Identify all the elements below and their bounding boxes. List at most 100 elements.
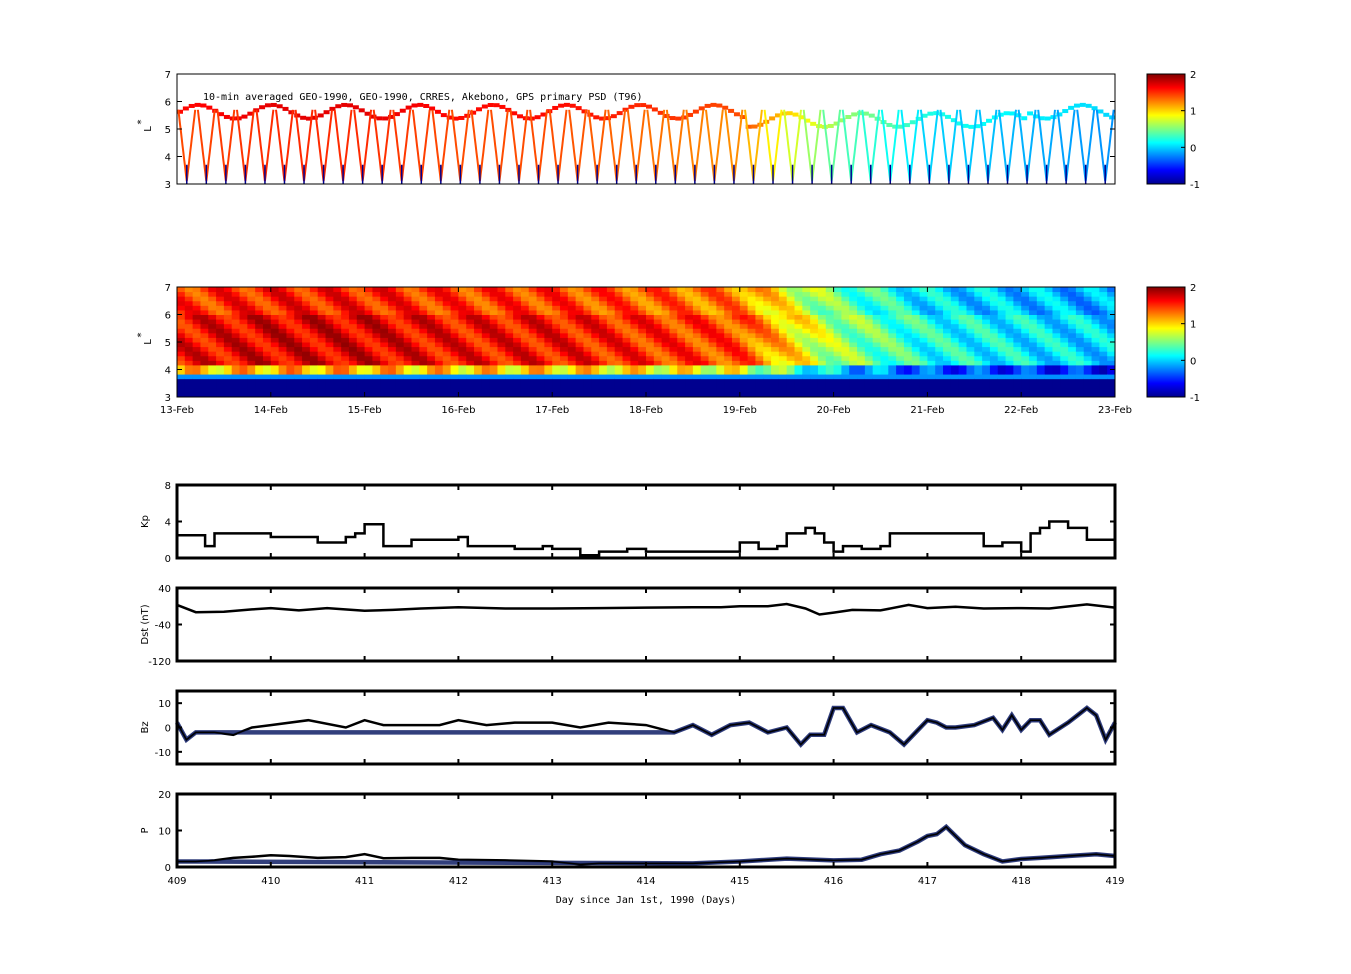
- psd-heatmap-cell: [419, 383, 428, 389]
- psd-heatmap-cell: [802, 392, 811, 398]
- psd-heatmap-cell: [380, 374, 389, 380]
- psd-obs-cell: [1085, 103, 1092, 108]
- psd-heatmap-cell: [567, 337, 577, 343]
- psd-heatmap-cell: [208, 319, 217, 325]
- psd-heatmap-cell: [989, 355, 999, 361]
- psd-heatmap-cell: [872, 337, 881, 343]
- psd-heatmap-cell: [1036, 374, 1046, 380]
- psd-heatmap-cell: [583, 355, 592, 361]
- psd-heatmap-cell: [442, 300, 452, 306]
- psd-heatmap-cell: [731, 378, 741, 384]
- psd-heatmap-cell: [974, 374, 983, 380]
- psd-heatmap-cell: [630, 392, 639, 398]
- psd-heatmap-cell: [638, 296, 647, 302]
- psd-heatmap-cell: [833, 355, 842, 361]
- psd-heatmap-cell: [927, 383, 936, 389]
- psd-heatmap-cell: [497, 346, 506, 352]
- psd-heatmap-cell: [364, 364, 373, 370]
- psd-heatmap-cell: [755, 364, 764, 370]
- psd-heatmap-cell: [778, 355, 788, 361]
- psd-heatmap-cell: [833, 291, 842, 297]
- psd-obs-cell: [927, 111, 934, 116]
- psd-heatmap-cell: [1044, 287, 1053, 293]
- y-tick-label: 0: [165, 863, 171, 874]
- psd-heatmap-cell: [1021, 305, 1030, 311]
- psd-heatmap-cell: [857, 291, 866, 297]
- psd-heatmap-cell: [270, 323, 280, 329]
- y-tick-label: 4: [165, 366, 171, 377]
- psd-heatmap-cell: [771, 337, 780, 343]
- psd-heatmap-cell: [825, 360, 835, 366]
- psd-heatmap-cell: [825, 351, 835, 357]
- x-tick-label: 16-Feb: [441, 405, 475, 416]
- psd-heatmap-cell: [294, 337, 303, 343]
- psd-heatmap-cell: [989, 332, 999, 338]
- psd-heatmap-cell: [544, 378, 553, 384]
- psd-heatmap-cell: [638, 309, 647, 315]
- psd-heatmap-cell: [731, 323, 741, 329]
- psd-heatmap-cell: [786, 342, 796, 348]
- psd-heatmap-cell: [903, 364, 913, 370]
- psd-heatmap-cell: [1036, 369, 1046, 375]
- psd-heatmap-cell: [857, 319, 866, 325]
- psd-heatmap-cell: [341, 360, 350, 366]
- psd-heatmap-cell: [747, 287, 756, 293]
- psd-heatmap-cell: [1075, 346, 1085, 352]
- psd-heatmap-cell: [1029, 328, 1038, 334]
- psd-heatmap-cell: [1060, 364, 1069, 370]
- psd-heatmap-cell: [552, 383, 561, 389]
- psd-heatmap-cell: [1060, 319, 1069, 325]
- psd-heatmap-cell: [528, 328, 538, 334]
- psd-heatmap-cell: [591, 332, 600, 338]
- psd-heatmap-cell: [864, 314, 874, 320]
- psd-heatmap-cell: [513, 364, 522, 370]
- psd-heatmap-cell: [216, 332, 225, 338]
- psd-heatmap-cell: [474, 291, 483, 297]
- psd-heatmap-cell: [966, 300, 975, 306]
- psd-heatmap-cell: [474, 383, 483, 389]
- psd-heatmap-cell: [247, 305, 256, 311]
- x-tick-label: 19-Feb: [723, 405, 757, 416]
- psd-heatmap-cell: [333, 346, 342, 352]
- psd-heatmap-cell: [950, 300, 960, 306]
- psd-heatmap-cell: [888, 378, 897, 384]
- psd-heatmap-cell: [348, 300, 358, 306]
- psd-heatmap-cell: [239, 369, 248, 375]
- psd-heatmap-cell: [927, 387, 936, 393]
- psd-heatmap-cell: [403, 287, 412, 293]
- psd-heatmap-cell: [325, 337, 334, 343]
- psd-heatmap-cell: [810, 346, 819, 352]
- psd-heatmap-cell: [669, 387, 678, 393]
- psd-heatmap-cell: [653, 360, 663, 366]
- psd-heatmap-cell: [896, 374, 905, 380]
- psd-heatmap-cell: [1044, 319, 1053, 325]
- psd-heatmap-cell: [372, 342, 381, 348]
- psd-heatmap-cell: [208, 374, 217, 380]
- psd-heatmap-cell: [606, 355, 616, 361]
- psd-heatmap-cell: [544, 351, 553, 357]
- psd-heatmap-cell: [896, 346, 905, 352]
- psd-heatmap-cell: [575, 287, 584, 293]
- psd-heatmap-cell: [442, 323, 452, 329]
- psd-heatmap-cell: [427, 369, 436, 375]
- psd-heatmap-cell: [458, 323, 467, 329]
- psd-heatmap-cell: [763, 296, 772, 302]
- psd-heatmap-cell: [716, 374, 725, 380]
- psd-heatmap-cell: [646, 374, 655, 380]
- psd-heatmap-cell: [685, 291, 694, 297]
- psd-heatmap-cell: [333, 323, 342, 329]
- psd-heatmap-cell: [395, 314, 405, 320]
- psd-heatmap-cell: [864, 387, 874, 393]
- psd-heatmap-cell: [560, 383, 569, 389]
- psd-heatmap-cell: [935, 355, 944, 361]
- psd-heatmap-cell: [872, 319, 881, 325]
- psd-heatmap-cell: [247, 374, 256, 380]
- psd-heatmap-cell: [544, 296, 553, 302]
- psd-heatmap-cell: [974, 346, 983, 352]
- psd-heatmap-cell: [872, 332, 881, 338]
- psd-heatmap-cell: [489, 337, 498, 343]
- psd-heatmap-cell: [489, 323, 498, 329]
- psd-heatmap-cell: [528, 332, 538, 338]
- psd-heatmap-cell: [403, 305, 412, 311]
- psd-heatmap-cell: [294, 360, 303, 366]
